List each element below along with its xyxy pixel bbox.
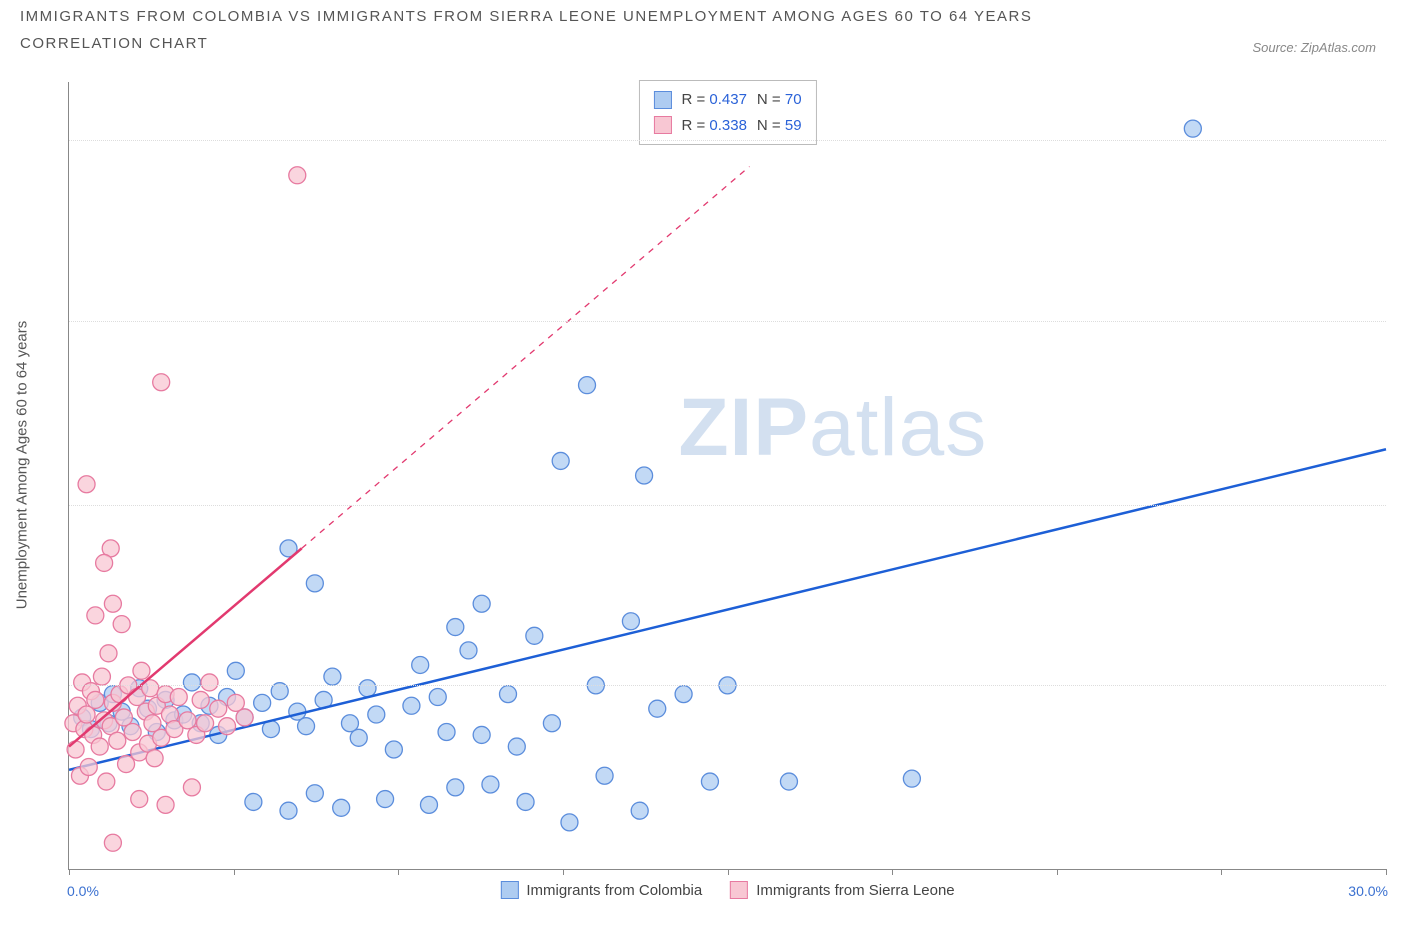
y-tick-label: 12.5% <box>1391 497 1406 513</box>
bottom-legend-label: Immigrants from Colombia <box>526 882 702 899</box>
header: IMMIGRANTS FROM COLOMBIA VS IMMIGRANTS F… <box>0 0 1406 55</box>
title-block: IMMIGRANTS FROM COLOMBIA VS IMMIGRANTS F… <box>20 8 1032 52</box>
y-tick-label: 18.8% <box>1391 313 1406 329</box>
x-tick <box>892 869 893 875</box>
y-tick-label: 6.3% <box>1391 677 1406 693</box>
y-axis-title: Unemployment Among Ages 60 to 64 years <box>14 321 31 610</box>
x-axis-min-label: 0.0% <box>67 883 99 899</box>
chart-frame: ZIPatlas R = 0.437N = 70R = 0.338N = 59 … <box>68 82 1386 870</box>
legend-swatch <box>730 881 748 899</box>
gridline <box>69 505 1386 506</box>
legend-r-label: R = 0.437 <box>681 87 746 113</box>
x-tick <box>728 869 729 875</box>
x-tick <box>1386 869 1387 875</box>
source-label: Source: ZipAtlas.com <box>1252 40 1386 55</box>
legend-rn-row: R = 0.338 N = 59 <box>653 113 801 139</box>
legend-n-label: N = 59 <box>757 113 802 139</box>
x-tick <box>1057 869 1058 875</box>
legend-rn: R = 0.437 N = 70 R = 0.338 N = 59 <box>638 80 816 145</box>
gridline <box>69 685 1386 686</box>
legend-n-label: N = 70 <box>757 87 802 113</box>
legend-r-label: R = 0.338 <box>681 113 746 139</box>
plot-svg <box>69 82 1386 869</box>
legend-rn-row: R = 0.437 N = 70 <box>653 87 801 113</box>
bottom-legend-item: Immigrants from Sierra Leone <box>730 881 954 899</box>
source-name: ZipAtlas.com <box>1301 40 1376 55</box>
x-tick <box>1221 869 1222 875</box>
gridline <box>69 321 1386 322</box>
legend-swatch <box>653 91 671 109</box>
source-prefix: Source: <box>1252 40 1300 55</box>
legend-swatch <box>653 116 671 134</box>
bottom-legend: Immigrants from Colombia Immigrants from … <box>500 881 954 899</box>
legend-swatch <box>500 881 518 899</box>
title-line1: IMMIGRANTS FROM COLOMBIA VS IMMIGRANTS F… <box>20 8 1032 25</box>
x-axis-max-label: 30.0% <box>1348 883 1388 899</box>
bottom-legend-label: Immigrants from Sierra Leone <box>756 882 954 899</box>
x-tick <box>563 869 564 875</box>
x-tick <box>69 869 70 875</box>
plot-area: ZIPatlas R = 0.437N = 70R = 0.338N = 59 … <box>69 82 1386 869</box>
gridline <box>69 140 1386 141</box>
x-tick <box>234 869 235 875</box>
y-tick-label: 25.0% <box>1391 132 1406 148</box>
title-line2: CORRELATION CHART <box>20 35 1032 52</box>
bottom-legend-item: Immigrants from Colombia <box>500 881 702 899</box>
x-tick <box>398 869 399 875</box>
